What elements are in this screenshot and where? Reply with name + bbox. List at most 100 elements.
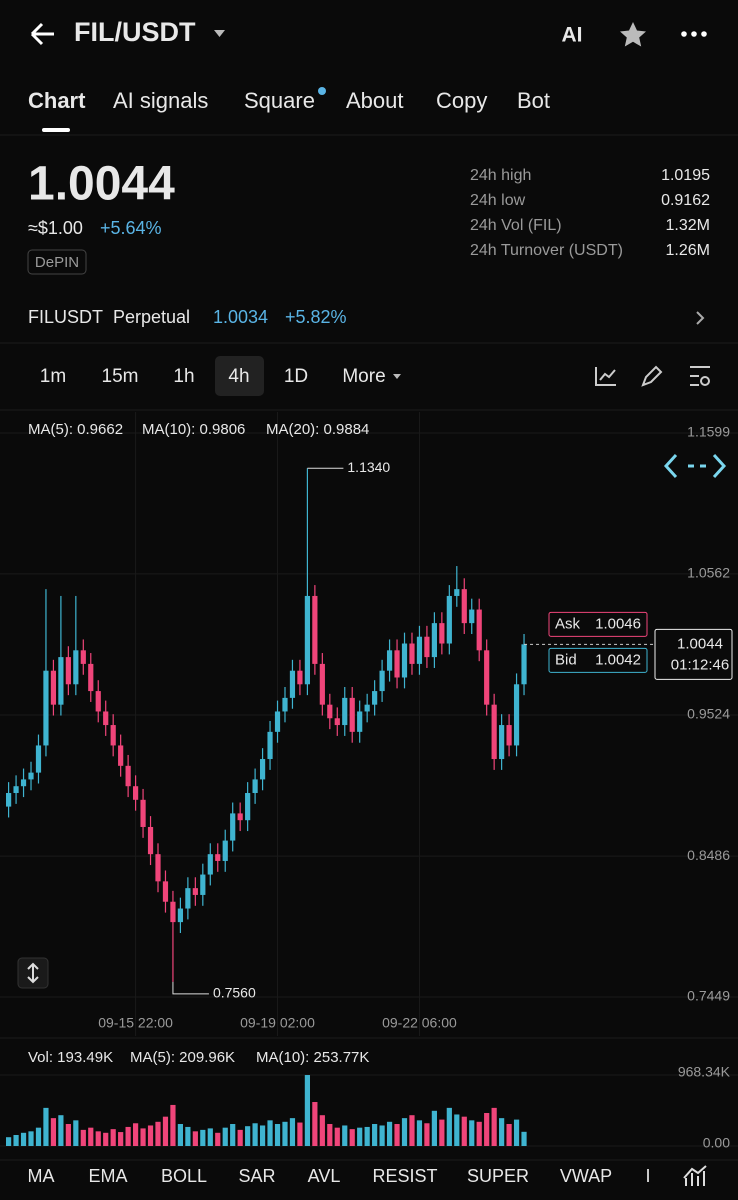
candle-body xyxy=(342,697,348,726)
indicator-tab[interactable]: I xyxy=(645,1166,650,1186)
stat-label: 24h high xyxy=(470,167,531,184)
chevron[interactable] xyxy=(696,311,705,325)
volume-bar xyxy=(431,1110,437,1146)
volume-bar xyxy=(424,1123,430,1146)
candle-body xyxy=(50,670,57,705)
candle-body xyxy=(379,670,385,692)
candle-body xyxy=(506,725,512,746)
more-menu[interactable] xyxy=(681,31,707,37)
candle-body xyxy=(162,881,169,902)
indicator-tab[interactable]: BOLL xyxy=(161,1166,207,1186)
tab[interactable]: AI signals xyxy=(113,88,208,113)
pair-title[interactable]: FIL/USDT xyxy=(74,17,196,47)
perp-change[interactable]: +5.82% xyxy=(285,307,347,327)
bid-box xyxy=(548,647,648,673)
tab[interactable]: About xyxy=(346,88,404,113)
indicator-tab[interactable]: EMA xyxy=(88,1166,127,1186)
volume-bar xyxy=(88,1127,94,1146)
volume-bar xyxy=(140,1128,146,1146)
candle-body xyxy=(252,779,258,794)
indicator-tab[interactable]: MA xyxy=(28,1166,55,1186)
volume-bar xyxy=(357,1127,363,1146)
candle-body xyxy=(364,704,370,712)
volume-bar xyxy=(170,1104,176,1146)
bid-value: 1.0042 xyxy=(595,651,641,668)
tab[interactable]: Chart xyxy=(28,88,86,113)
tag-box[interactable] xyxy=(27,249,87,275)
more-caret[interactable] xyxy=(393,374,401,379)
perp-price[interactable]: 1.0034 xyxy=(213,307,268,327)
volume-bar xyxy=(454,1114,460,1146)
y-tick-label: 0.9524 xyxy=(687,706,730,722)
candle-body xyxy=(491,704,497,760)
volume-bar xyxy=(506,1124,512,1146)
tag[interactable]: DePIN xyxy=(35,254,79,271)
indicator-tab[interactable]: AVL xyxy=(308,1166,341,1186)
back-button[interactable] xyxy=(30,22,54,46)
tab[interactable]: Copy xyxy=(436,88,487,113)
candle-body xyxy=(230,813,236,841)
x-tick-label: 09-15 22:00 xyxy=(98,1015,173,1031)
indicator-tab[interactable]: VWAP xyxy=(560,1166,612,1186)
settings-icon-dot[interactable] xyxy=(700,376,710,386)
volume-bar xyxy=(80,1129,86,1146)
volume-bar xyxy=(20,1132,27,1146)
stat-value: 1.26M xyxy=(666,242,710,259)
candle-body xyxy=(6,793,12,807)
timeframe[interactable]: 1D xyxy=(284,366,308,387)
settings-icon[interactable] xyxy=(690,366,710,386)
volume-bar xyxy=(297,1122,303,1146)
candle-body xyxy=(125,765,131,787)
candle-body xyxy=(200,874,206,895)
volume-legend: MA(10): 253.77K xyxy=(256,1049,369,1066)
candle-body xyxy=(357,711,363,732)
candle-body xyxy=(28,772,34,780)
candle-body xyxy=(95,691,101,712)
candle-body xyxy=(245,793,251,821)
usd-price: ≈$1.00 xyxy=(28,218,83,238)
candle-body xyxy=(499,725,505,760)
ask-label: Ask xyxy=(555,615,581,632)
timeframe-selected xyxy=(215,356,264,396)
expand-icon[interactable] xyxy=(27,962,39,984)
volume-bar xyxy=(65,1124,71,1146)
volume-bar xyxy=(95,1131,101,1146)
candle-body xyxy=(140,799,146,827)
candle-body xyxy=(446,595,452,644)
volume-bar xyxy=(103,1132,109,1146)
draw-icon[interactable] xyxy=(641,365,663,387)
ai-button[interactable]: AI xyxy=(562,24,583,47)
volume-bar xyxy=(491,1107,497,1146)
tab[interactable]: Bot xyxy=(517,88,550,113)
timeframe[interactable]: 4h xyxy=(228,366,249,387)
candle-body xyxy=(484,650,490,705)
volume-bar xyxy=(372,1124,378,1146)
indicator-tab[interactable]: RESIST xyxy=(372,1166,437,1186)
candle-body xyxy=(35,745,42,773)
volume-bar xyxy=(147,1125,154,1146)
y-tick-label: 0.8486 xyxy=(687,847,730,863)
tab-underline xyxy=(42,128,70,132)
timeframe[interactable]: 1m xyxy=(40,366,66,387)
indicator-tab[interactable]: SUPER xyxy=(467,1166,529,1186)
volume-bar xyxy=(207,1128,213,1146)
scroll-arrows[interactable] xyxy=(663,453,727,479)
perp-name[interactable]: FILUSDT xyxy=(28,307,103,327)
candle-body xyxy=(469,609,475,624)
timeframe[interactable]: More xyxy=(342,366,385,387)
favorite-star[interactable] xyxy=(620,22,646,47)
pair-caret[interactable] xyxy=(214,30,225,37)
timeframe[interactable]: 15m xyxy=(102,366,139,387)
timeframe[interactable]: 1h xyxy=(173,366,194,387)
candle-body xyxy=(237,813,243,821)
candle-body xyxy=(312,595,318,664)
indicator-icon[interactable] xyxy=(595,367,616,386)
chart-icon[interactable] xyxy=(683,1165,707,1186)
perp-type[interactable]: Perpetual xyxy=(113,307,190,327)
candle-body xyxy=(267,731,273,760)
volume-bar xyxy=(274,1124,281,1146)
indicator-tab[interactable]: SAR xyxy=(238,1166,275,1186)
ma-legend: MA(10): 0.9806 xyxy=(142,421,245,438)
tab[interactable]: Square xyxy=(244,88,315,113)
